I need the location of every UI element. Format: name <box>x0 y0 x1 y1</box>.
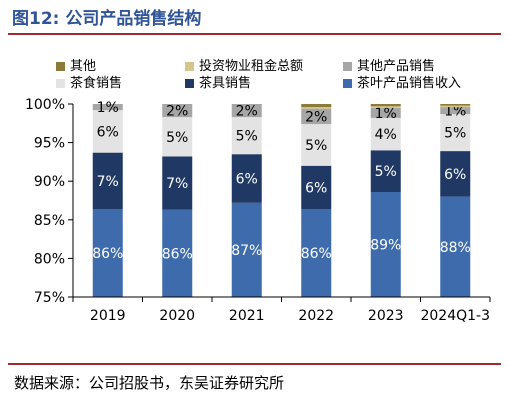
data-label: 1% <box>375 106 397 122</box>
y-tick-label: 80% <box>34 251 65 267</box>
bar-segment <box>162 156 193 210</box>
data-label: 5% <box>375 164 397 180</box>
x-tick-label: 2020 <box>159 308 195 324</box>
data-label: 6% <box>444 167 466 183</box>
source-divider <box>8 363 501 365</box>
data-label: 86% <box>162 246 193 262</box>
bar-segment <box>301 108 332 125</box>
data-label: 7% <box>97 174 119 190</box>
figure-title: 图12: 公司产品销售结构 <box>12 9 202 29</box>
x-tick-label: 2019 <box>90 308 126 324</box>
bar-segment <box>231 104 262 118</box>
title-divider <box>8 33 501 35</box>
data-label: 5% <box>444 126 466 142</box>
x-tick-label: 2022 <box>298 308 334 324</box>
x-axis: 2019 2020 2021 2022 2023 2024Q1-3 <box>72 296 491 324</box>
data-label: 4% <box>375 127 397 143</box>
data-label: 6% <box>305 180 327 196</box>
bar-segment <box>370 117 401 151</box>
data-label: 7% <box>166 176 188 192</box>
legend-swatch <box>343 79 352 88</box>
bar-segment <box>440 114 471 152</box>
bar-segment <box>440 151 471 197</box>
data-label: 5% <box>236 129 258 145</box>
data-label: 2% <box>236 104 258 120</box>
legend-label: 茶具销售 <box>199 75 251 91</box>
legend-label: 茶食销售 <box>70 75 122 91</box>
bar-segment <box>440 196 471 297</box>
source-note: 数据来源：公司招股书，东吴证券研究所 <box>14 374 285 392</box>
bar-segment <box>92 104 123 111</box>
bar-segment <box>370 106 401 108</box>
y-axis: 75% 80% 85% 90% 95% 100% <box>25 97 74 306</box>
data-label: 2% <box>166 104 188 120</box>
data-label: 6% <box>236 171 258 187</box>
bar-segment <box>231 117 262 155</box>
bar-segment <box>231 154 262 203</box>
bar-segment <box>301 165 332 209</box>
plot-area: 86% 7% 6% 1% 86% 7% 5% 2% 87% 6% 5% 2% 86% 6% 5% 2% 89% 5… <box>92 100 471 297</box>
bar-segment <box>162 209 193 297</box>
bar-segment <box>440 105 471 108</box>
bar-segment <box>301 107 332 109</box>
bar-segment <box>162 104 193 118</box>
legend-swatch <box>56 62 65 71</box>
bar-segment <box>231 202 262 297</box>
data-label: 5% <box>305 138 327 154</box>
bar-segment <box>301 208 332 297</box>
bar-segment <box>370 192 401 297</box>
data-label: 1% <box>444 104 466 120</box>
data-label: 1% <box>97 100 119 116</box>
bar-segment <box>92 152 123 209</box>
bar-segment <box>162 117 193 157</box>
data-label: 5% <box>166 130 188 146</box>
legend-label: 其他产品销售 <box>357 58 435 74</box>
legend-swatch <box>343 62 352 71</box>
x-tick-label: 2023 <box>368 308 404 324</box>
legend-label: 茶叶产品销售收入 <box>357 75 461 91</box>
y-tick-label: 100% <box>25 97 65 113</box>
y-tick-label: 95% <box>34 136 65 152</box>
legend-swatch <box>56 79 65 88</box>
bar-segment <box>440 104 471 106</box>
x-tick-label: 2021 <box>229 308 265 324</box>
legend-label: 投资物业租金总额 <box>199 58 303 74</box>
data-label: 86% <box>92 246 123 262</box>
bar-segment <box>301 104 332 108</box>
y-tick-label: 90% <box>34 174 65 190</box>
bar-segment <box>370 104 401 107</box>
bar-segment <box>370 107 401 118</box>
y-tick-label: 85% <box>34 213 65 229</box>
data-label: 89% <box>370 238 401 254</box>
data-label: 87% <box>231 243 262 259</box>
y-tick-label: 75% <box>34 290 65 306</box>
data-label: 86% <box>301 246 332 262</box>
x-tick-label: 2024Q1-3 <box>420 308 490 324</box>
legend-swatch <box>185 62 194 71</box>
bar-segment <box>301 124 332 166</box>
data-label: 6% <box>97 124 119 140</box>
bar-segment <box>92 110 123 153</box>
bar-segment <box>92 208 123 297</box>
data-label: 2% <box>305 109 327 125</box>
bar-segment <box>370 150 401 193</box>
data-label: 88% <box>440 240 471 256</box>
bar-segment <box>440 107 471 115</box>
legend-label: 其他 <box>70 59 96 74</box>
legend-swatch <box>185 79 194 88</box>
